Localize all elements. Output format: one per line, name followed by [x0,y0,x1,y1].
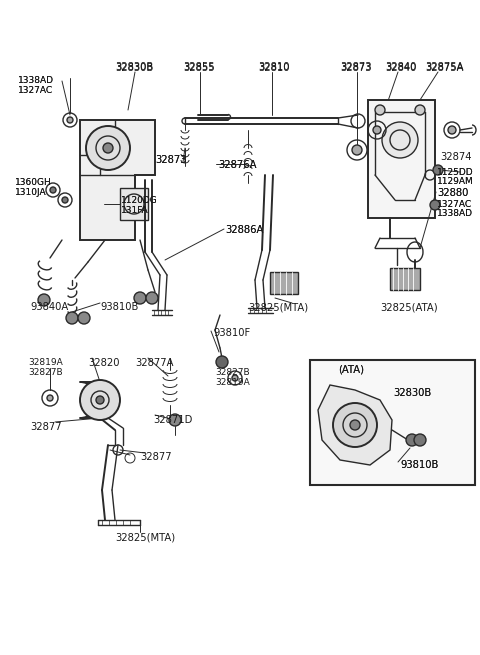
Text: 1129AM: 1129AM [437,177,474,186]
Text: 1360GH: 1360GH [15,178,52,187]
Circle shape [216,356,228,368]
Text: 32825(MTA): 32825(MTA) [248,302,308,312]
Text: 32840: 32840 [385,63,416,73]
Text: 32873: 32873 [155,155,187,165]
Circle shape [103,143,113,153]
Circle shape [67,117,73,123]
Circle shape [430,200,440,210]
Text: 1129AM: 1129AM [437,177,474,186]
Text: 32819A: 32819A [215,378,250,387]
Text: 32855: 32855 [183,63,215,73]
Text: 32871D: 32871D [153,415,192,425]
Text: 32877: 32877 [30,422,61,432]
Text: 93810F: 93810F [213,328,250,338]
Text: 131FA: 131FA [121,206,149,215]
Text: 1338AD: 1338AD [437,209,473,218]
Circle shape [134,292,146,304]
Text: 1327AC: 1327AC [437,200,472,209]
Text: 32810: 32810 [258,63,289,73]
Circle shape [146,292,158,304]
Circle shape [38,294,50,306]
Polygon shape [120,188,148,220]
Circle shape [86,126,130,170]
Polygon shape [270,272,298,294]
Text: 93840A: 93840A [30,302,68,312]
Text: 1338AD: 1338AD [18,76,54,85]
Circle shape [375,105,385,115]
Text: (ATA): (ATA) [338,365,364,375]
Circle shape [80,380,120,420]
Text: 32876A: 32876A [218,160,256,170]
Text: 32827B: 32827B [215,368,250,377]
Text: 32873: 32873 [155,155,187,165]
Circle shape [232,375,238,381]
Circle shape [350,420,360,430]
Text: 32880: 32880 [437,188,468,198]
Text: 32825(ATA): 32825(ATA) [380,302,438,312]
Text: 1338AD: 1338AD [18,76,54,85]
Circle shape [50,187,56,193]
Text: 93810B: 93810B [400,460,438,470]
Text: 32819A: 32819A [28,358,63,367]
Text: 32877: 32877 [140,452,172,462]
Text: 32874: 32874 [440,152,471,162]
Text: 1327AC: 1327AC [18,86,53,95]
Circle shape [96,396,104,404]
Text: 1125DD: 1125DD [437,168,474,177]
Text: 32873: 32873 [340,62,372,72]
Text: 131FA: 131FA [121,206,149,215]
Text: 1327AC: 1327AC [18,86,53,95]
Text: 1310JA: 1310JA [15,188,47,197]
Text: 1120DG: 1120DG [121,196,158,205]
Text: 1310JA: 1310JA [15,188,47,197]
Circle shape [414,434,426,446]
Text: 1338AD: 1338AD [437,209,473,218]
Circle shape [78,312,90,324]
Text: 32827B: 32827B [28,368,62,377]
Text: 32886A: 32886A [225,225,264,235]
Text: 1360GH: 1360GH [15,178,52,187]
Text: 93810B: 93810B [100,302,138,312]
Text: 32855: 32855 [183,62,215,72]
Circle shape [433,165,443,175]
Text: 32810: 32810 [258,62,289,72]
Circle shape [333,403,377,447]
Bar [310,360,475,485]
Polygon shape [390,268,420,290]
Circle shape [373,126,381,134]
Circle shape [382,122,418,158]
Text: 32830B: 32830B [115,63,153,73]
Text: 1327AC: 1327AC [437,200,472,209]
Text: 32830B: 32830B [393,388,431,398]
Text: 32877A: 32877A [135,358,173,368]
Text: 32875A: 32875A [425,63,464,73]
Text: 32886A: 32886A [225,225,264,235]
Circle shape [448,126,456,134]
Polygon shape [80,120,155,240]
Text: 93810B: 93810B [400,460,438,470]
Polygon shape [318,385,392,465]
Text: 32830B: 32830B [115,62,153,72]
Circle shape [66,312,78,324]
Circle shape [62,197,68,203]
Text: 32830B: 32830B [393,388,431,398]
Circle shape [406,434,418,446]
Text: 32873: 32873 [340,63,372,73]
Circle shape [169,414,181,426]
Text: 32825(MTA): 32825(MTA) [115,532,175,542]
Text: 1120DG: 1120DG [121,196,158,205]
Text: 32840: 32840 [385,62,416,72]
Circle shape [415,105,425,115]
Text: 32820: 32820 [88,358,120,368]
Text: 32876A: 32876A [218,160,256,170]
Polygon shape [368,100,435,218]
Circle shape [47,395,53,401]
Text: 32875A: 32875A [425,62,464,72]
Circle shape [352,145,362,155]
Text: (ATA): (ATA) [338,365,364,375]
Text: 32880: 32880 [437,188,468,198]
Text: 1125DD: 1125DD [437,168,474,177]
